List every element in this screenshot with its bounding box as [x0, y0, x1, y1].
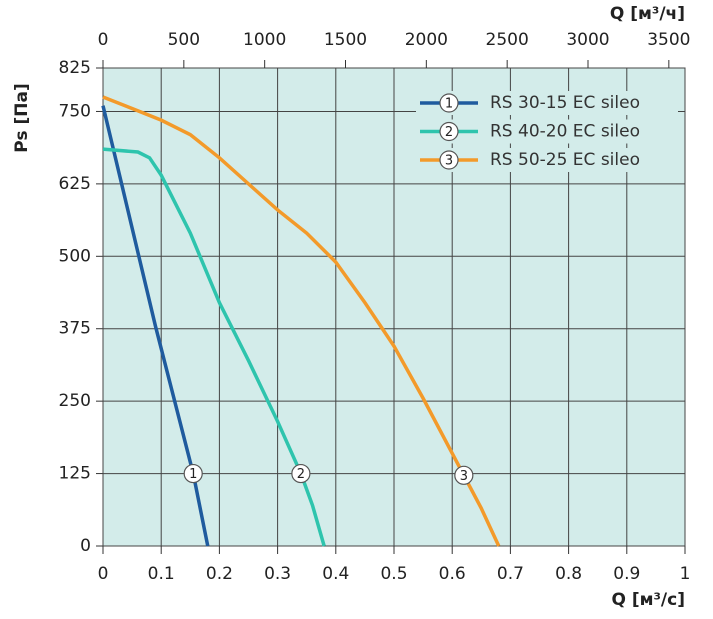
marker-circle: [439, 93, 459, 113]
y-tick-label: 0: [80, 536, 91, 556]
x2-tick-label: 1500: [324, 30, 367, 50]
series-line: [101, 105, 210, 547]
x2-tick-label: 3000: [566, 30, 609, 50]
marker-label: 3: [445, 154, 453, 169]
marker-circle: [454, 465, 474, 485]
marker-label: 1: [189, 467, 197, 482]
x-axis-title: Q [м³/с]: [611, 590, 685, 610]
marker-label: 2: [297, 467, 305, 482]
x2-tick-label: 0: [98, 30, 109, 50]
x-tick-label: 0.5: [380, 564, 407, 584]
x-tick-label: 0.8: [555, 564, 582, 584]
x2-tick-label: 3500: [647, 30, 690, 50]
legend-label: RS 50-25 EC sileo: [490, 150, 640, 170]
y-tick-label: 375: [59, 319, 91, 339]
x-tick-label: 0.3: [264, 564, 291, 584]
y-axis-title: Ps [Па]: [12, 83, 32, 152]
x2-tick-label: 500: [168, 30, 200, 50]
legend-label: RS 30-15 EC sileo: [490, 93, 640, 113]
legend-label: RS 40-20 EC sileo: [490, 122, 640, 142]
y-tick-label: 825: [59, 58, 91, 78]
x2-axis-title: Q [м³/ч]: [610, 4, 685, 24]
marker-circle: [439, 150, 459, 170]
y-tick-label: 750: [59, 101, 91, 121]
x-tick-label: 0.1: [148, 564, 175, 584]
marker-label: 2: [445, 125, 453, 140]
y-tick-label: 500: [59, 246, 91, 266]
x-tick-label: 0: [98, 564, 109, 584]
marker-circle: [183, 463, 203, 484]
x-tick-label: 1: [680, 564, 691, 584]
x-tick-label: 0.9: [613, 564, 640, 584]
marker-circle: [439, 121, 459, 142]
marker-label: 1: [445, 97, 453, 112]
series-line: [102, 147, 326, 547]
marker-circle: [291, 463, 311, 484]
x-tick-label: 0.7: [497, 564, 524, 584]
x2-tick-label: 2500: [486, 30, 529, 50]
y-tick-label: 625: [59, 174, 91, 194]
x2-tick-label: 2000: [405, 30, 448, 50]
x-tick-label: 0.6: [439, 564, 466, 584]
x-tick-label: 0.2: [206, 564, 233, 584]
y-tick-label: 125: [59, 464, 91, 484]
series-line: [102, 95, 501, 547]
y-tick-label: 250: [59, 391, 91, 411]
x-tick-label: 0.4: [322, 564, 349, 584]
x2-tick-label: 1000: [243, 30, 286, 50]
marker-label: 3: [460, 469, 468, 484]
